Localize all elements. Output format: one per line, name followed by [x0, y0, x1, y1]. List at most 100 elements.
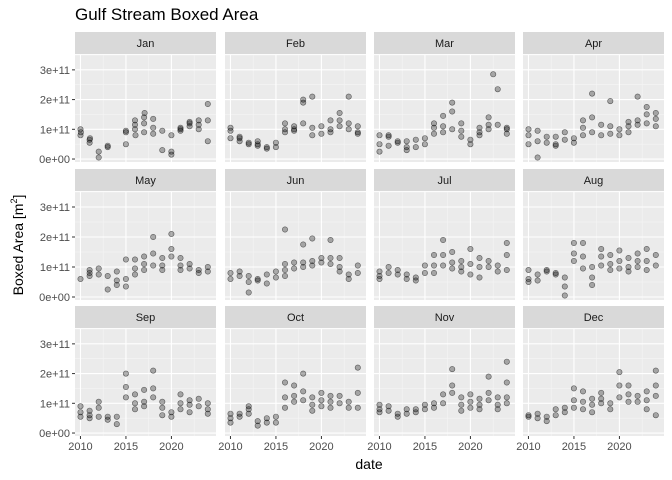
data-point	[281, 394, 288, 401]
facet-strip	[523, 169, 664, 191]
facet-strip-label: Nov	[435, 312, 455, 324]
data-point	[336, 123, 343, 130]
data-point	[570, 385, 577, 392]
data-point	[458, 263, 465, 270]
data-point	[494, 406, 501, 413]
data-point	[430, 124, 437, 131]
data-point	[552, 271, 559, 278]
data-point	[122, 141, 129, 148]
data-point	[113, 281, 120, 288]
data-point	[141, 120, 148, 127]
data-point	[561, 292, 568, 299]
data-point	[291, 126, 298, 133]
data-point	[625, 268, 632, 275]
data-point	[458, 127, 465, 134]
data-point	[525, 413, 532, 420]
data-point	[168, 253, 175, 260]
data-point	[132, 406, 139, 413]
x-tick-label: 2015	[413, 441, 437, 453]
data-point	[403, 406, 410, 413]
data-point	[168, 413, 175, 420]
data-point	[327, 129, 334, 136]
data-point	[467, 398, 474, 405]
data-point	[104, 144, 111, 151]
data-point	[245, 139, 252, 146]
data-point	[534, 277, 541, 284]
data-point	[589, 281, 596, 288]
data-point	[394, 413, 401, 420]
data-point	[159, 147, 166, 154]
data-point	[132, 400, 139, 407]
data-point	[421, 135, 428, 142]
data-point	[354, 404, 361, 411]
data-point	[598, 395, 605, 402]
data-point	[354, 389, 361, 396]
data-point	[625, 123, 632, 130]
y-tick-label: 3e+11	[40, 339, 70, 351]
data-point	[186, 118, 193, 125]
data-point	[254, 277, 261, 284]
data-point	[204, 101, 211, 108]
data-point	[570, 139, 577, 146]
data-point	[570, 135, 577, 142]
data-point	[309, 262, 316, 269]
x-axis-title: date	[355, 456, 382, 472]
panel-background	[225, 329, 366, 436]
data-point	[403, 275, 410, 282]
data-point	[141, 114, 148, 121]
data-point	[485, 121, 492, 128]
data-point	[570, 404, 577, 411]
facet-strip	[75, 32, 216, 54]
data-point	[579, 265, 586, 272]
data-point	[552, 412, 559, 419]
data-point	[616, 369, 623, 376]
y-tick-label: 1e+11	[40, 124, 70, 136]
data-point	[467, 141, 474, 148]
data-point	[579, 406, 586, 413]
data-point	[272, 419, 279, 426]
data-point	[634, 392, 641, 399]
data-point	[77, 409, 84, 416]
data-point	[421, 269, 428, 276]
data-point	[141, 403, 148, 410]
data-point	[589, 129, 596, 136]
data-point	[476, 132, 483, 139]
data-point	[616, 265, 623, 272]
data-point	[607, 400, 614, 407]
data-point	[113, 413, 120, 420]
data-point	[579, 117, 586, 124]
data-point	[449, 366, 456, 373]
facet-strip	[225, 32, 366, 54]
x-tick-label: 2020	[159, 441, 183, 453]
data-point	[412, 409, 419, 416]
data-point	[458, 401, 465, 408]
data-point	[204, 400, 211, 407]
data-point	[458, 268, 465, 275]
facet-panel-apr: Apr	[523, 32, 664, 162]
data-point	[589, 395, 596, 402]
data-point	[104, 142, 111, 149]
data-point	[643, 246, 650, 253]
data-point	[625, 255, 632, 262]
data-point	[168, 151, 175, 158]
data-point	[467, 246, 474, 253]
data-point	[227, 135, 234, 142]
data-point	[204, 117, 211, 124]
data-point	[467, 260, 474, 267]
data-point	[458, 133, 465, 140]
data-point	[503, 240, 510, 247]
data-point	[168, 231, 175, 238]
panel-background	[374, 192, 515, 300]
data-point	[345, 275, 352, 282]
data-point	[132, 391, 139, 398]
data-point	[385, 142, 392, 149]
data-point	[132, 271, 139, 278]
data-point	[589, 114, 596, 121]
data-point	[625, 391, 632, 398]
data-point	[561, 136, 568, 143]
data-point	[336, 255, 343, 262]
data-point	[104, 286, 111, 293]
data-point	[159, 262, 166, 269]
data-point	[309, 124, 316, 131]
data-point	[467, 404, 474, 411]
